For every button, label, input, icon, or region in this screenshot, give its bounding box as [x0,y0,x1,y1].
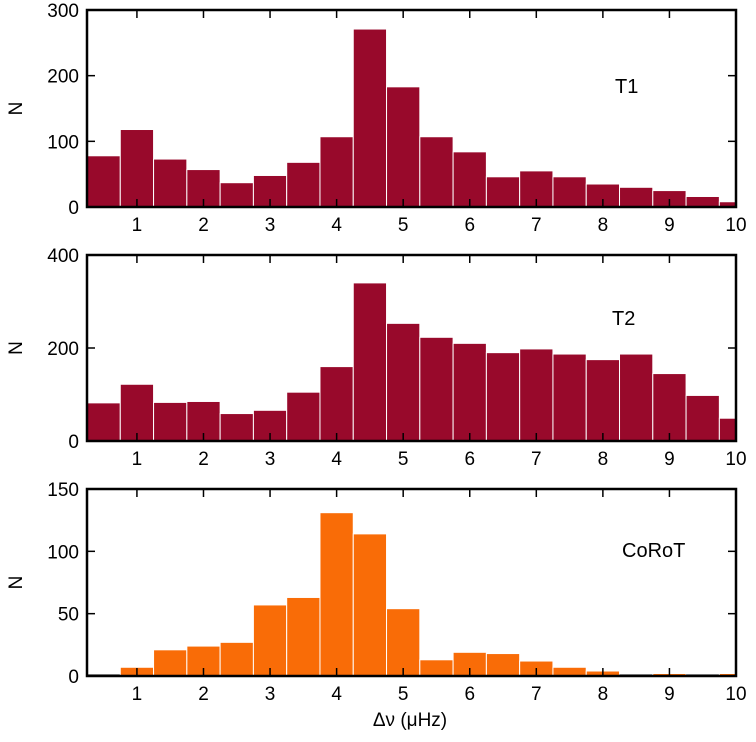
corot-bar-9 [386,608,421,676]
t2-bar-17 [652,373,687,441]
t2-bar-12 [485,352,521,441]
t2-xtick-label-9: 9 [664,449,675,470]
t2-xtick-label-3: 3 [265,449,276,470]
corot-axes-frame [85,487,738,678]
t1-xtick-label-3: 3 [265,215,276,236]
corot-ytick-label-0: 0 [68,667,79,688]
t2-bar-8 [352,282,388,441]
corot-panel-label: CoRoT [622,540,685,562]
t2-bars [87,282,736,441]
t2-ytick-label-0: 0 [68,432,79,453]
t1-bar-10 [419,136,454,207]
t1-bar-0 [87,155,121,207]
t1-bar-12 [485,176,521,207]
t2-bar-11 [452,342,487,441]
t2-xtick-label-1: 1 [132,449,143,470]
t1-bar-8 [352,28,388,207]
t2-xtick-label-2: 2 [198,449,209,470]
corot-bar-10 [419,659,454,676]
t2-bar-1 [119,383,155,441]
t1-xtick-label-9: 9 [664,215,675,236]
corot-bar-2 [153,649,188,676]
t2-bar-15 [585,359,621,441]
t1-axes-frame [85,8,738,209]
t1-bar-11 [452,151,487,207]
t2-xtick-label-7: 7 [531,449,542,470]
corot-bar-5 [252,604,288,676]
t1-xtick-label-7: 7 [531,215,542,236]
t2-ytick-label-400: 400 [47,246,79,267]
t1-ytick-label-200: 200 [47,67,79,88]
corot-xtick-label-2: 2 [198,684,209,705]
t1-ytick-label-300: 300 [47,1,79,22]
corot-bar-6 [286,596,321,676]
corot-xtick-label-3: 3 [265,684,276,705]
t2-bar-4 [219,413,254,441]
t2-bar-2 [153,401,188,441]
corot-bar-7 [319,512,354,676]
corot-bar-8 [352,533,388,676]
t1-panel-label: T1 [615,76,638,98]
corot-xtick-label-10: 10 [725,684,746,705]
t1-ytick-label-0: 0 [68,198,79,219]
corot-xtick-label-8: 8 [598,684,609,705]
t1-ytick-label-100: 100 [47,132,79,153]
t1-bars [87,28,736,207]
t2-xtick-label-5: 5 [398,449,409,470]
t1-bar-18 [685,195,720,207]
t2-bar-6 [286,391,321,441]
t1-bar-4 [219,182,254,207]
t2-xtick-label-6: 6 [464,449,475,470]
corot-bar-12 [485,653,521,676]
t1-bar-6 [286,161,321,207]
t1-xtick-label-10: 10 [725,215,746,236]
t2-bar-0 [87,402,121,441]
corot-xtick-label-4: 4 [331,684,342,705]
t1-xtick-label-5: 5 [398,215,409,236]
t1-bar-1 [119,129,155,207]
t2-y-axis-label: N [6,341,27,355]
t2-ytick-label-200: 200 [47,339,79,360]
t1-xtick-label-2: 2 [198,215,209,236]
t2-bar-14 [552,353,587,441]
corot-bar-14 [552,666,587,676]
t2-bar-16 [619,353,654,441]
corot-ytick-label-50: 50 [58,605,79,626]
t1-bar-14 [552,176,587,207]
t2-xtick-label-10: 10 [725,449,746,470]
corot-bars [87,512,736,676]
corot-bar-4 [219,641,254,676]
t2-bar-9 [386,322,421,441]
corot-ytick-label-100: 100 [47,542,79,563]
t1-bar-7 [319,136,354,207]
t1-bar-16 [619,186,654,207]
corot-xtick-label-1: 1 [132,684,143,705]
t2-bar-13 [519,348,554,441]
t1-xtick-label-8: 8 [598,215,609,236]
t1-bar-2 [153,158,188,207]
corot-ytick-label-150: 150 [47,480,79,501]
t2-panel-label: T2 [612,308,635,330]
corot-xtick-label-9: 9 [664,684,675,705]
corot-xtick-label-5: 5 [398,684,409,705]
t1-xtick-label-6: 6 [464,215,475,236]
t2-xtick-label-8: 8 [598,449,609,470]
t2-bar-18 [685,394,720,441]
t1-y-axis-label: N [6,102,27,116]
t2-bar-7 [319,366,354,441]
t1-bar-9 [386,86,421,207]
t2-xtick-label-4: 4 [331,449,342,470]
corot-xtick-label-7: 7 [531,684,542,705]
panel-t2: 1 2 3 4 5 6 7 8 9 10 0 200 400 N T2 [6,246,747,470]
t1-xtick-label-1: 1 [132,215,143,236]
t1-xtick-label-4: 4 [331,215,342,236]
corot-xtick-label-6: 6 [464,684,475,705]
x-axis-label: Δν (μHz) [373,710,447,731]
t2-bar-10 [419,336,454,441]
corot-y-axis-label: N [6,576,27,590]
